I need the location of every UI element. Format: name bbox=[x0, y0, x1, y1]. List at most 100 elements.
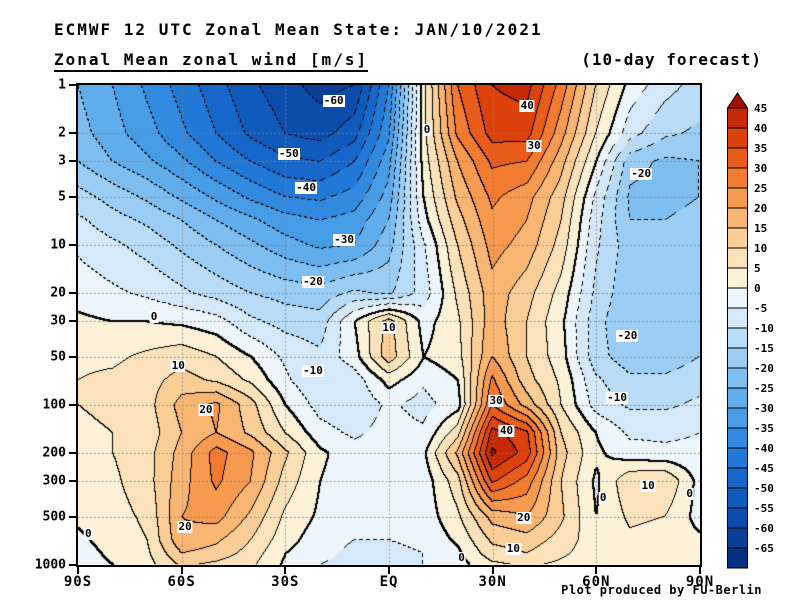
contour-label: 0 bbox=[84, 526, 93, 540]
x-tick-label: 30S bbox=[271, 574, 300, 590]
colorbar-segment bbox=[727, 447, 748, 469]
colorbar-tick-label: 0 bbox=[754, 282, 761, 295]
x-tick-label: 60N bbox=[582, 574, 611, 590]
y-tick-mark bbox=[69, 132, 76, 135]
y-tick-label: 5 bbox=[58, 189, 66, 205]
colorbar-tick-label: 20 bbox=[754, 202, 767, 215]
colorbar-segment bbox=[727, 327, 748, 349]
colorbar-tick-label: -5 bbox=[754, 302, 767, 315]
colorbar-segment bbox=[727, 167, 748, 189]
contour-label: 10 bbox=[505, 541, 522, 555]
y-tick-label: 3 bbox=[58, 153, 66, 169]
contour-label: 30 bbox=[488, 394, 504, 408]
contour-label: 20 bbox=[198, 403, 214, 417]
contour-label: 0 bbox=[422, 122, 432, 136]
colorbar-segment bbox=[727, 147, 748, 169]
plot-title: ECMWF 12 UTC Zonal Mean State: JAN/10/20… bbox=[54, 20, 543, 39]
colorbar-tick-label: -65 bbox=[754, 542, 774, 555]
contour-label: -20 bbox=[616, 328, 639, 342]
colorbar-tick-label: -20 bbox=[754, 362, 774, 375]
y-tick-mark bbox=[69, 452, 76, 455]
contour-label: 20 bbox=[177, 520, 193, 534]
colorbar-segment bbox=[727, 527, 748, 549]
colorbar-segment bbox=[727, 427, 748, 449]
colorbar-tick-label: -15 bbox=[754, 342, 774, 355]
contour-label: -10 bbox=[606, 390, 628, 404]
contour-label: 0 bbox=[685, 487, 694, 500]
y-tick-label: 300 bbox=[42, 473, 66, 489]
x-tick-mark bbox=[699, 567, 701, 574]
x-tick-mark bbox=[388, 567, 390, 574]
colorbar-tick-label: 5 bbox=[754, 262, 761, 275]
credit-text: Plot produced by FU-Berlin bbox=[561, 583, 762, 597]
colorbar-tick-label: -40 bbox=[754, 442, 774, 455]
colorbar-segment bbox=[727, 107, 748, 129]
contour-label: -50 bbox=[277, 147, 300, 161]
colorbar-segment bbox=[727, 347, 748, 369]
colorbar-tick-label: 25 bbox=[754, 182, 767, 195]
contour-label: 40 bbox=[519, 98, 535, 112]
y-tick-mark bbox=[69, 564, 76, 566]
x-tick-label: 90N bbox=[685, 574, 715, 590]
y-tick-mark bbox=[69, 292, 76, 295]
colorbar-segment bbox=[727, 407, 748, 429]
contour-plot-area: -60 -50 -40 -30 -20 0 40 30 -20 0 10 -20 10 -10 -10 20 3… bbox=[35, 78, 713, 591]
x-tick-label: 60S bbox=[167, 574, 196, 590]
colorbar-tick-label: -50 bbox=[754, 482, 774, 495]
colorbar-tick-label: 40 bbox=[754, 122, 767, 135]
colorbar-segment bbox=[727, 207, 748, 229]
contour-label: -10 bbox=[302, 363, 324, 377]
colorbar-tick-label: 15 bbox=[754, 222, 767, 235]
y-tick-mark bbox=[69, 515, 76, 518]
colorbar-tick-label: -55 bbox=[754, 502, 774, 515]
contour-label: 10 bbox=[170, 358, 186, 372]
colorbar-tick-label: 35 bbox=[754, 142, 767, 155]
contour-label: 30 bbox=[526, 138, 542, 152]
contour-label: -30 bbox=[333, 232, 355, 246]
colorbar-tick-label: -30 bbox=[754, 402, 774, 415]
colorbar-segment bbox=[727, 307, 748, 329]
colorbar-tick-label: -25 bbox=[754, 382, 774, 395]
y-tick-label: 10 bbox=[50, 237, 66, 253]
y-tick-label: 100 bbox=[42, 397, 66, 413]
colorbar-segment bbox=[727, 467, 748, 489]
plot-subtitle-variable: Zonal Mean zonal wind [m/s] bbox=[54, 50, 369, 72]
colorbar-segment bbox=[727, 247, 748, 269]
contour-label: -20 bbox=[630, 167, 653, 180]
y-tick-label: 30 bbox=[50, 313, 66, 329]
forecast-range-label: (10-day forecast) bbox=[581, 50, 762, 69]
y-tick-label: 200 bbox=[42, 445, 66, 461]
contour-label: 0 bbox=[457, 550, 466, 564]
y-tick-label: 1 bbox=[58, 77, 66, 93]
y-tick-label: 1000 bbox=[34, 557, 66, 573]
x-tick-label: 30N bbox=[478, 574, 507, 590]
colorbar-segment bbox=[727, 547, 748, 569]
y-tick-mark bbox=[69, 160, 76, 163]
colorbar-segment bbox=[727, 387, 748, 409]
colorbar-segment bbox=[727, 227, 748, 249]
contour-label: 0 bbox=[149, 309, 159, 323]
colorbar-tick-label: -10 bbox=[754, 322, 774, 335]
contour-label: 20 bbox=[516, 511, 532, 525]
colorbar-segment bbox=[727, 487, 748, 509]
colorbar-tick-label: 45 bbox=[754, 102, 767, 115]
colorbar-arrow bbox=[726, 92, 749, 109]
colorbar-segment bbox=[727, 287, 748, 309]
contour-label: 10 bbox=[640, 478, 656, 492]
y-tick-label: 50 bbox=[50, 349, 66, 365]
contour-label: 0 bbox=[598, 490, 608, 504]
x-tick-mark bbox=[595, 567, 598, 574]
contour-label: -40 bbox=[295, 180, 317, 194]
x-tick-mark bbox=[77, 567, 79, 574]
y-tick-mark bbox=[69, 404, 76, 406]
colorbar-tick-label: 30 bbox=[754, 162, 767, 175]
y-tick-mark bbox=[69, 195, 76, 198]
x-tick-mark bbox=[284, 567, 287, 574]
colorbar-segment bbox=[727, 267, 748, 289]
contour-label: 10 bbox=[381, 320, 397, 334]
colorbar-segment bbox=[727, 367, 748, 389]
y-tick-mark bbox=[69, 480, 76, 483]
colorbar: 45 40 35 30 25 20 15 10 5 0 -5 -10 -15 -20 -25 -30 -35 -4… bbox=[726, 92, 774, 569]
colorbar-tick-label: -35 bbox=[754, 422, 774, 435]
